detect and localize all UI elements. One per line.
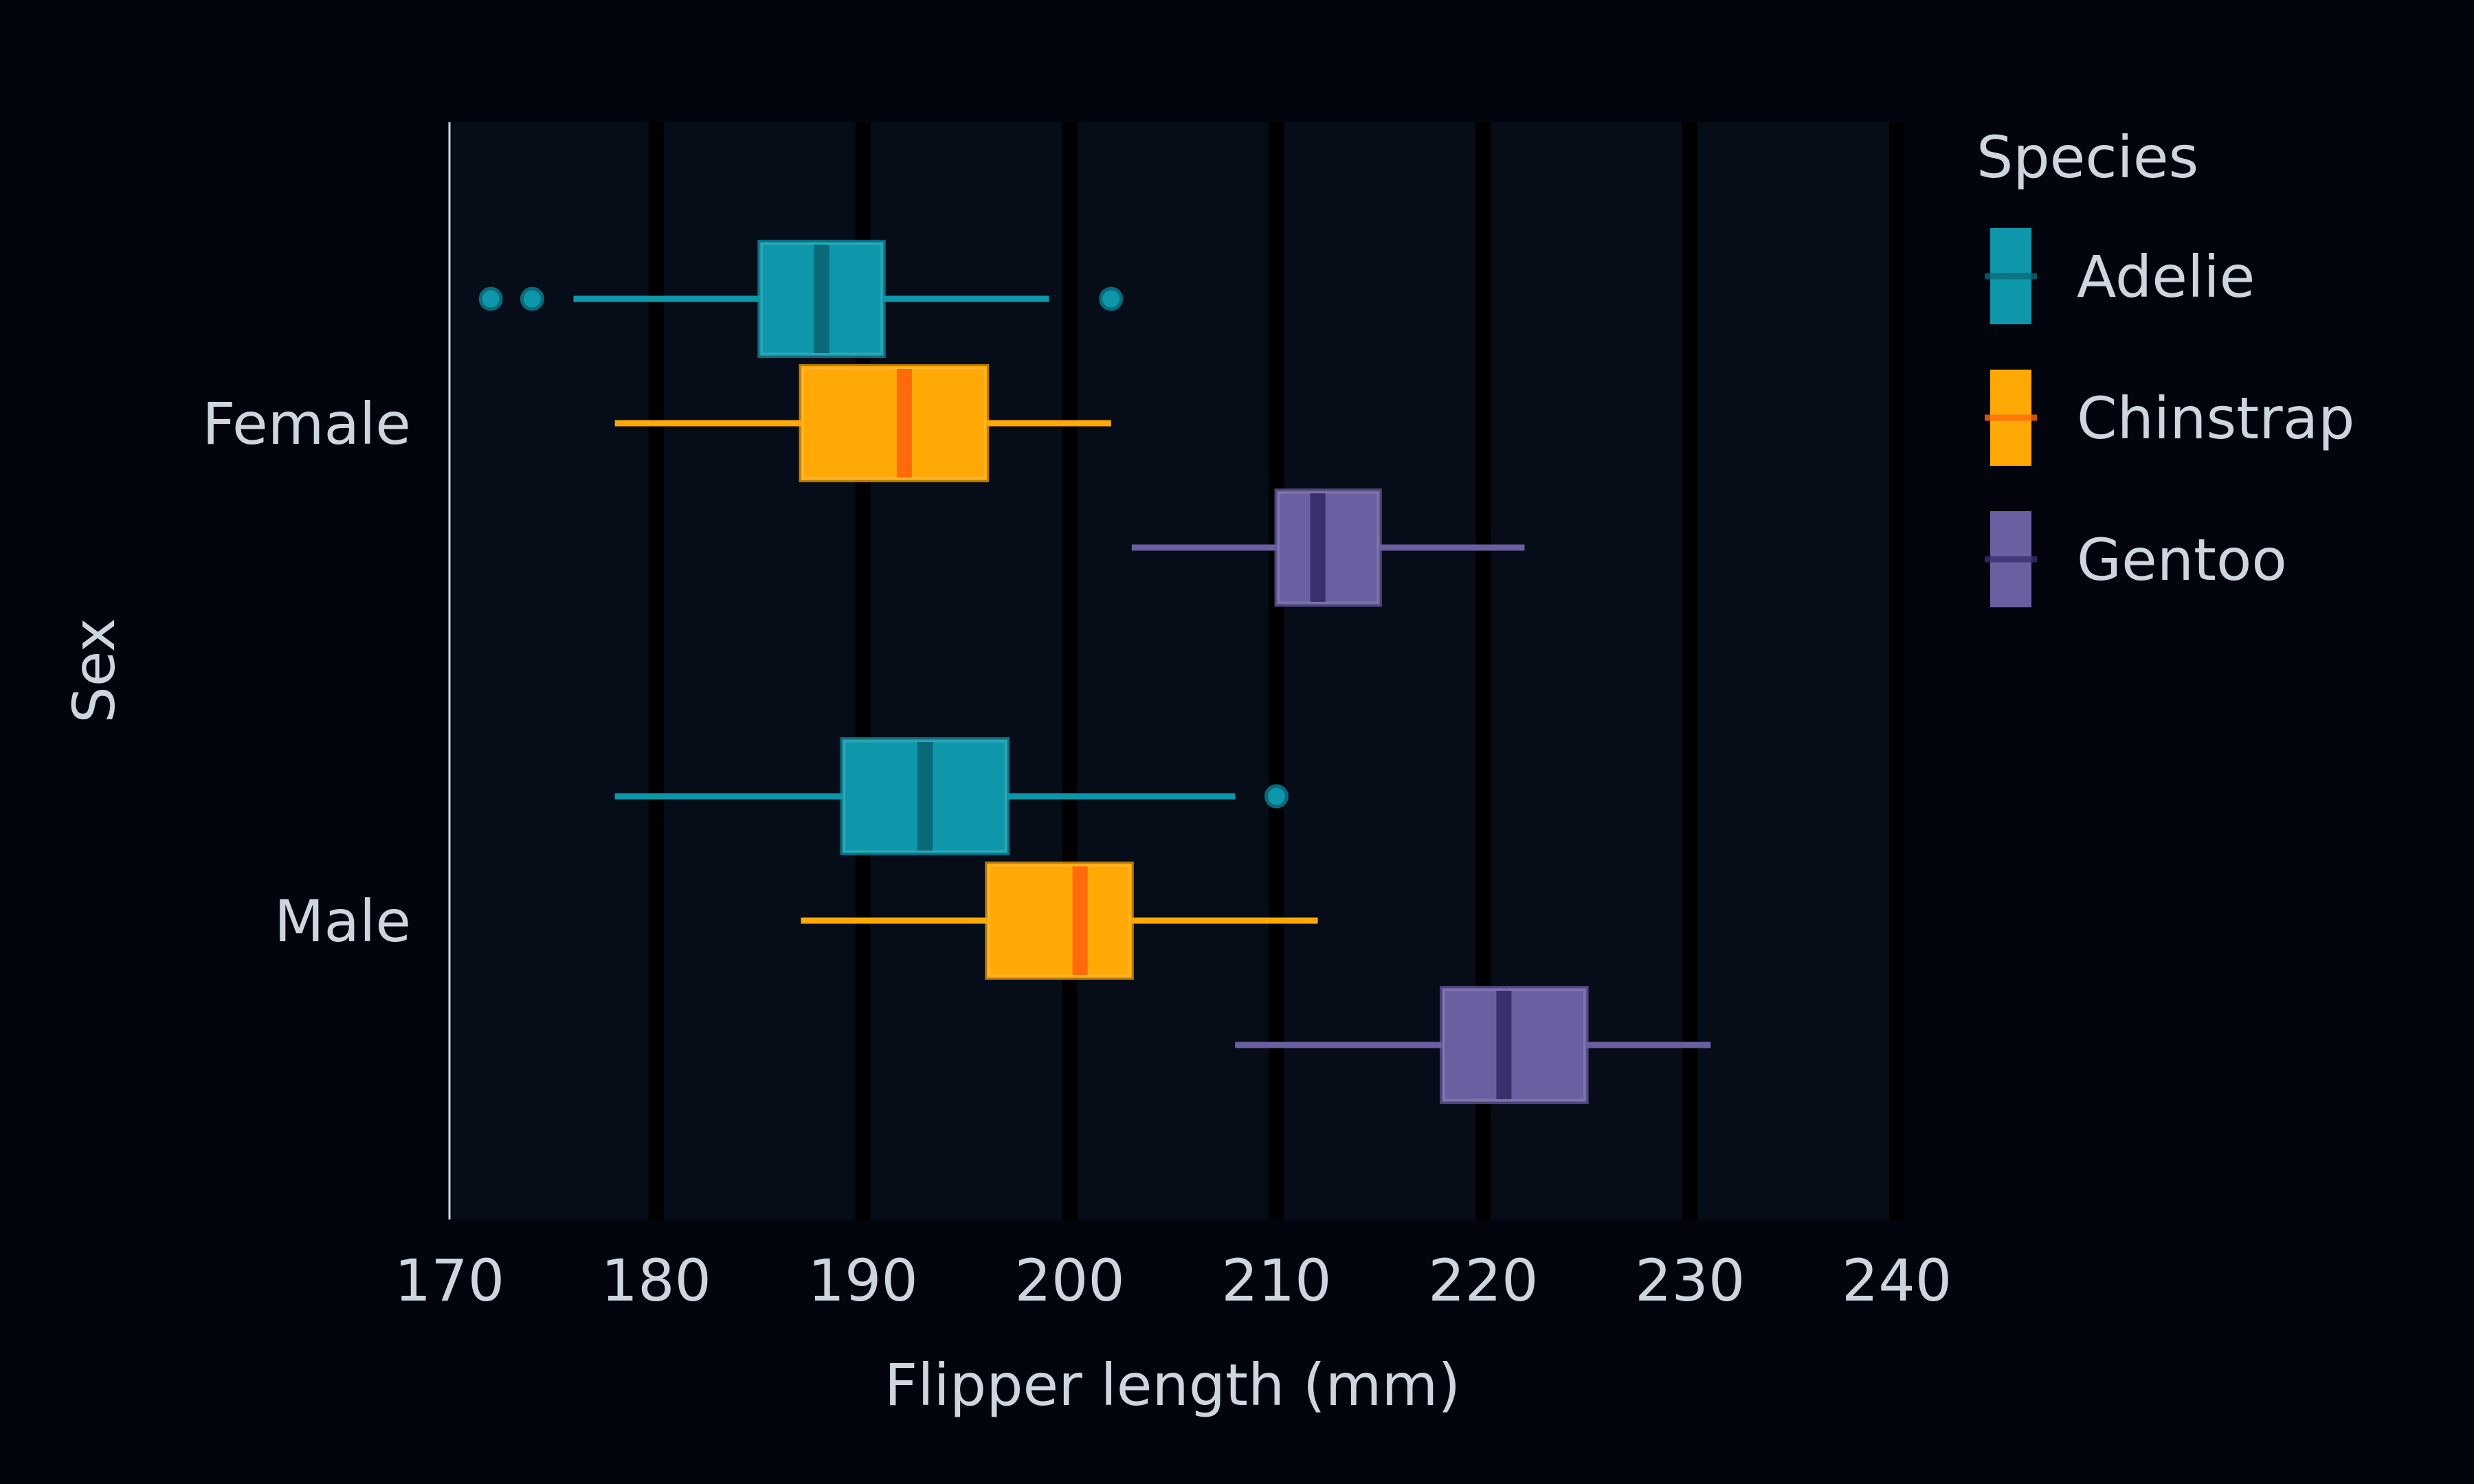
iqr-box-gentoo-female: [1276, 491, 1379, 605]
iqr-box-chinstrap-female: [801, 366, 987, 480]
x-tick-label-240: 240: [1842, 1247, 1952, 1314]
x-tick-label-230: 230: [1635, 1247, 1745, 1314]
outlier-adelie-female-202: [1101, 289, 1122, 309]
x-tick-label-170: 170: [394, 1247, 504, 1314]
y-axis-label: Sex: [60, 618, 128, 723]
y-category-label-male: Male: [274, 888, 411, 955]
legend-label-gentoo: Gentoo: [2077, 526, 2287, 594]
outlier-adelie-male-210: [1266, 786, 1286, 807]
x-tick-label-210: 210: [1221, 1247, 1331, 1314]
x-axis-label: Flipper length (mm): [884, 1351, 1460, 1419]
outlier-adelie-female-172: [480, 289, 501, 309]
plot-area: [449, 122, 1897, 1219]
legend-label-chinstrap: Chinstrap: [2077, 385, 2355, 452]
x-tick-label-220: 220: [1428, 1247, 1538, 1314]
outlier-adelie-female-174: [522, 289, 542, 309]
x-tick-label-200: 200: [1014, 1247, 1124, 1314]
y-category-label-female: Female: [202, 390, 411, 458]
legend-title: Species: [1976, 124, 2198, 191]
x-tick-label-180: 180: [601, 1247, 711, 1314]
iqr-box-chinstrap-male: [987, 864, 1132, 978]
legend-label-adelie: Adelie: [2077, 243, 2255, 311]
x-tick-label-190: 190: [808, 1247, 918, 1314]
iqr-box-gentoo-male: [1442, 988, 1587, 1102]
